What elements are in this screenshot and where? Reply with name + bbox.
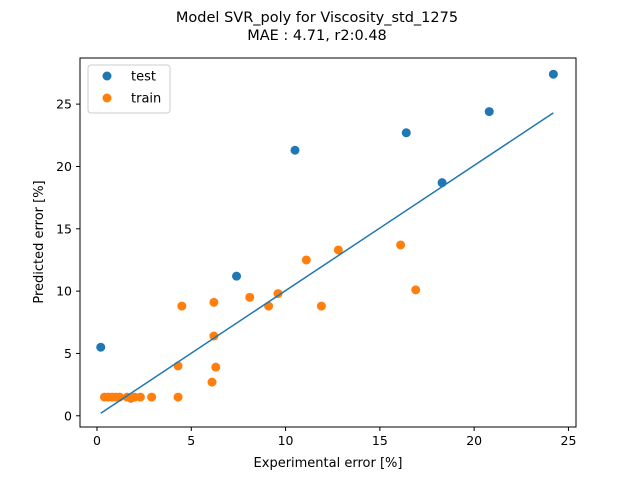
train-point: [245, 292, 255, 302]
train-point: [173, 392, 183, 402]
legend-train-label: train: [131, 92, 161, 107]
plot-frame: [79, 57, 577, 428]
test-point: [232, 271, 242, 281]
x-tick-label: 0: [93, 433, 101, 448]
train-point: [411, 285, 421, 295]
y-tick-label: 10: [56, 284, 72, 299]
train-point: [316, 301, 326, 311]
train-point: [207, 377, 217, 387]
y-tick-label: 20: [56, 159, 72, 174]
plot-area: [96, 69, 558, 414]
train-point: [209, 297, 219, 307]
axis-ticks: 0 5 10 15 20 25 0 5 10 15 20 25: [56, 97, 576, 448]
x-tick-label: 15: [372, 433, 388, 448]
train-point: [333, 245, 343, 255]
y-tick-label: 0: [64, 408, 72, 423]
x-axis-label: Experimental error [%]: [254, 456, 403, 471]
test-point: [484, 107, 494, 117]
test-point: [548, 69, 558, 79]
x-tick-label: 10: [278, 433, 294, 448]
train-point: [177, 301, 187, 311]
train-point: [211, 362, 221, 372]
train-point: [209, 331, 219, 341]
y-tick-label: 15: [56, 221, 72, 236]
x-tick-label: 5: [187, 433, 195, 448]
x-tick-label: 20: [466, 433, 482, 448]
legend-train-marker: [102, 93, 112, 103]
train-point: [396, 240, 406, 250]
fit-line: [100, 112, 554, 414]
train-point: [273, 289, 283, 299]
chart-title-line-1: Model SVR_poly for Viscosity_std_1275: [176, 10, 458, 26]
legend: test train: [87, 64, 171, 114]
test-point: [96, 342, 106, 352]
y-axis-label: Predicted error [%]: [32, 180, 47, 303]
x-tick-label: 25: [561, 433, 577, 448]
chart-title-line-2: MAE : 4.71, r2:0.48: [247, 28, 387, 44]
test-point: [290, 145, 300, 155]
train-point: [135, 392, 145, 402]
train-point: [301, 255, 311, 265]
y-tick-label: 5: [64, 346, 72, 361]
train-point: [264, 301, 274, 311]
test-point: [401, 128, 411, 138]
y-tick-label: 25: [56, 97, 72, 112]
legend-test-label: test: [131, 70, 156, 85]
train-point: [147, 392, 157, 402]
legend-test-marker: [102, 71, 112, 81]
